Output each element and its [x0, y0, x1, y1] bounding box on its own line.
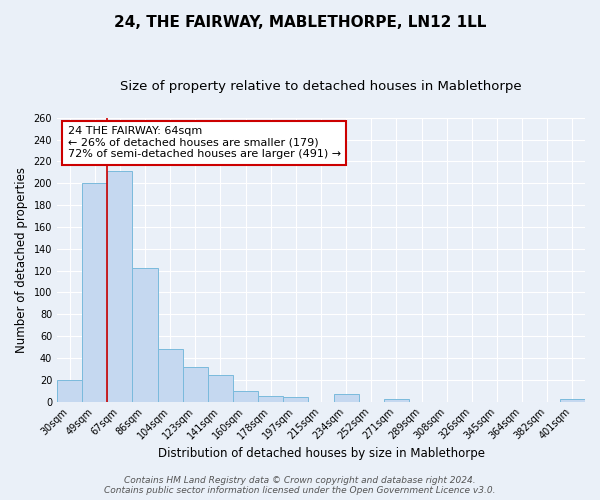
X-axis label: Distribution of detached houses by size in Mablethorpe: Distribution of detached houses by size …	[158, 447, 485, 460]
Y-axis label: Number of detached properties: Number of detached properties	[15, 166, 28, 352]
Bar	[57, 380, 82, 402]
Text: 24, THE FAIRWAY, MABLETHORPE, LN12 1LL: 24, THE FAIRWAY, MABLETHORPE, LN12 1LL	[114, 15, 486, 30]
Bar	[334, 394, 359, 402]
Bar	[158, 349, 183, 402]
Bar	[233, 390, 258, 402]
Bar	[107, 172, 133, 402]
Title: Size of property relative to detached houses in Mablethorpe: Size of property relative to detached ho…	[120, 80, 522, 93]
Bar	[258, 396, 283, 402]
Bar	[208, 376, 233, 402]
Bar	[183, 366, 208, 402]
Bar	[82, 184, 107, 402]
Bar	[133, 268, 158, 402]
Bar	[283, 397, 308, 402]
Text: Contains HM Land Registry data © Crown copyright and database right 2024.
Contai: Contains HM Land Registry data © Crown c…	[104, 476, 496, 495]
Bar	[560, 400, 585, 402]
Bar	[384, 400, 409, 402]
Text: 24 THE FAIRWAY: 64sqm
← 26% of detached houses are smaller (179)
72% of semi-det: 24 THE FAIRWAY: 64sqm ← 26% of detached …	[68, 126, 341, 160]
